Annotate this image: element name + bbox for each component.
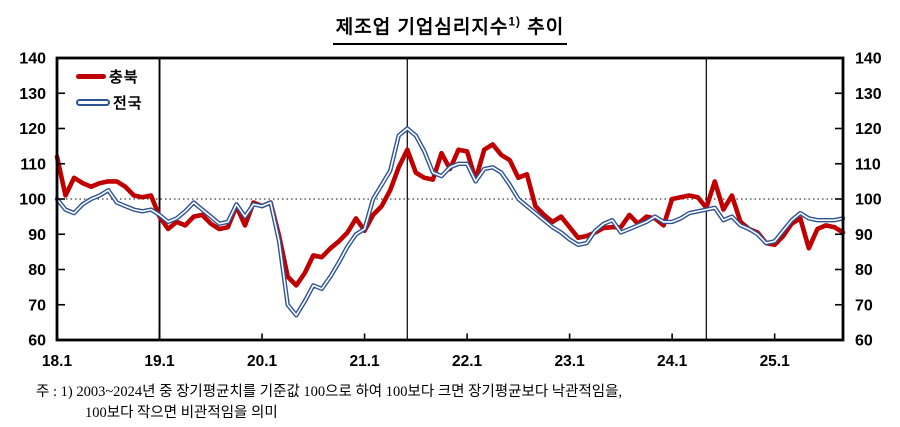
y-axis-label-right: 60 [855, 333, 873, 350]
legend-label-chungbuk: 충북 [109, 69, 139, 86]
y-axis-label-right: 130 [855, 86, 882, 103]
y-axis-label-right: 120 [855, 121, 882, 138]
chart-legend: 충북 전국 [76, 66, 143, 113]
chungbuk-line-sample-icon [76, 74, 106, 79]
x-axis-label: 24.1 [657, 353, 688, 370]
legend-label-jeonguk: 전국 [113, 95, 143, 112]
chart-title-tail: 추이 [521, 17, 565, 38]
x-axis-label: 25.1 [760, 353, 791, 370]
y-axis-label-left: 140 [19, 51, 46, 68]
legend-item-jeonguk: 전국 [76, 92, 143, 113]
footnote-line-1: 주 : 1) 2003~2024년 중 장기평균치를 기준값 100으로 하여 … [36, 384, 623, 400]
y-axis-label-right: 110 [855, 156, 881, 173]
y-axis-label-left: 100 [19, 192, 46, 209]
y-axis-label-right: 140 [855, 51, 882, 68]
y-axis-label-right: 90 [855, 227, 873, 244]
y-axis-label-right: 70 [855, 297, 873, 314]
chart-title: 제조업 기업심리지수1) 추이 [0, 12, 900, 45]
y-axis-label-right: 80 [855, 262, 873, 279]
plot-border [55, 56, 845, 342]
y-axis-label-left: 130 [19, 86, 46, 103]
y-axis-label-left: 90 [28, 227, 46, 244]
jeonguk-line-sample-icon [76, 99, 110, 106]
x-axis-label: 18.1 [42, 353, 73, 370]
footnote-line-2: 100보다 작으면 비관적임을 의미 [85, 405, 278, 421]
chart-footnote: 주 : 1) 2003~2024년 중 장기평균치를 기준값 100으로 하여 … [36, 382, 886, 424]
x-axis-label: 20.1 [247, 353, 278, 370]
chart-title-footnote-marker: 1) [508, 14, 522, 29]
chart-title-text: 제조업 기업심리지수1) 추이 [332, 12, 568, 45]
y-axis-label-left: 80 [28, 262, 46, 279]
y-axis-label-left: 70 [28, 297, 46, 314]
y-axis-label-left: 60 [28, 333, 46, 350]
y-axis-label-left: 120 [19, 121, 46, 138]
jeonguk-line-core [56, 127, 844, 317]
y-axis-label-right: 100 [855, 192, 882, 209]
x-axis-label: 22.1 [452, 353, 483, 370]
x-axis-label: 23.1 [555, 353, 586, 370]
chart-title-main: 제조업 기업심리지수 [335, 17, 509, 38]
x-axis-label: 21.1 [349, 353, 380, 370]
legend-item-chungbuk: 충북 [76, 66, 143, 87]
x-axis-label: 19.1 [144, 353, 175, 370]
y-axis-label-left: 110 [20, 156, 46, 173]
